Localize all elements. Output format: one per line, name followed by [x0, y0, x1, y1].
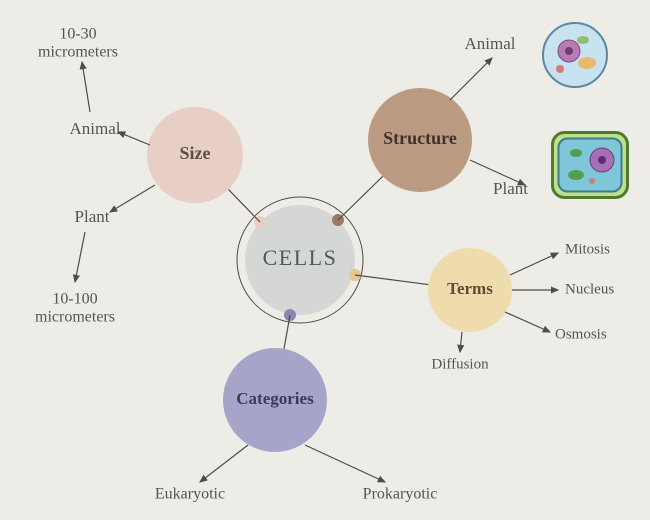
branch-structure-label: Structure: [383, 128, 457, 148]
leaf-size-animal-val-1: micrometers: [38, 44, 118, 61]
animal-cell-icon: [543, 23, 607, 87]
leaf-cat-prok: Prokaryotic: [363, 486, 438, 503]
leaf-terms-mitosis: Mitosis: [565, 241, 610, 257]
leaf-size-animal-val-0: 10-30: [59, 26, 96, 43]
mindmap-canvas: CELLSSizeAnimal10-30micrometersPlant10-1…: [0, 0, 650, 520]
branch-categories-label: Categories: [236, 389, 314, 408]
leaf-size-plant: Plant: [75, 207, 110, 226]
leaf-cat-euk: Eukaryotic: [155, 486, 225, 503]
leaf-size-animal: Animal: [70, 119, 121, 138]
plant-cell-icon: [553, 133, 628, 198]
center-label: CELLS: [263, 245, 338, 270]
leaf-structure-plant: Plant: [493, 179, 528, 198]
branch-terms-label: Terms: [447, 279, 493, 298]
leaf-size-plant-val-1: micrometers: [35, 309, 115, 326]
leaf-terms-diffusion: Diffusion: [431, 356, 489, 372]
leaf-structure-animal: Animal: [465, 34, 516, 53]
leaf-terms-nucleus: Nucleus: [565, 281, 614, 297]
leaf-terms-osmosis: Osmosis: [555, 326, 607, 342]
branch-size-label: Size: [180, 143, 211, 163]
leaf-size-plant-val-0: 10-100: [52, 291, 97, 308]
